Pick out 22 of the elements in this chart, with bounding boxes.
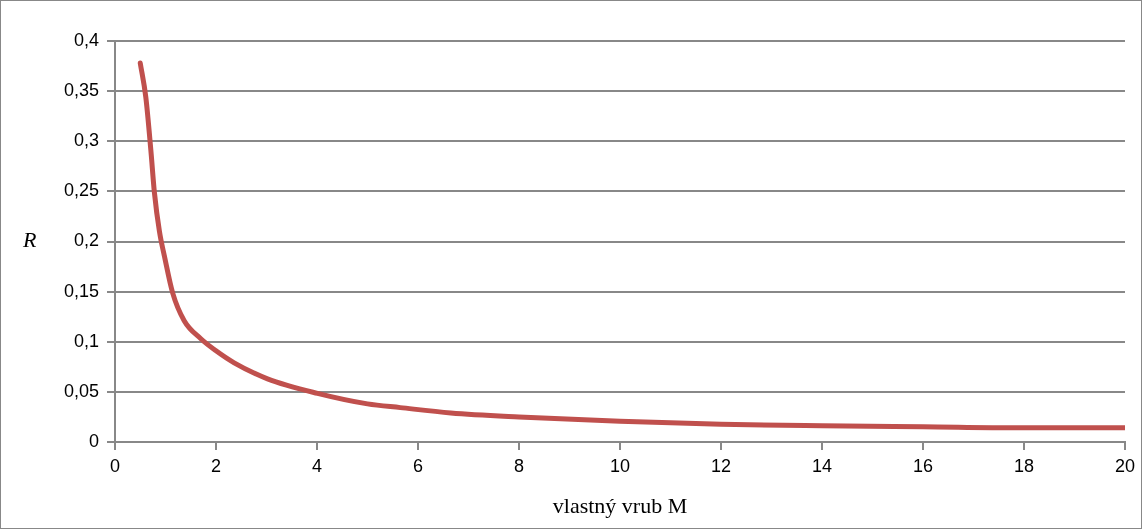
x-tick-label: 18	[1013, 455, 1035, 476]
x-tick-label: 8	[513, 455, 524, 476]
y-tick-label: 0,25	[63, 180, 99, 201]
x-tick-label: 10	[609, 455, 631, 476]
x-tick-label: 14	[811, 455, 833, 476]
x-tick-label: 4	[311, 455, 323, 476]
x-axis-title: vlastný vrub M	[552, 492, 688, 518]
x-tick-label: 16	[912, 455, 934, 476]
x-tick-label: 6	[412, 455, 423, 476]
y-tick-label: 0,05	[63, 380, 99, 401]
y-tick-label: 0	[88, 430, 99, 451]
y-tick-label: 0,15	[63, 280, 99, 301]
x-tick-label: 2	[210, 455, 222, 476]
x-tick-label: 12	[710, 455, 732, 476]
x-tick-label: 20	[1114, 455, 1135, 476]
y-tick-label: 0,4	[73, 29, 99, 50]
y-tick-label: 0,1	[73, 330, 99, 351]
y-tick-label: 0,3	[73, 130, 99, 151]
y-tick-label: 0,2	[73, 230, 99, 251]
x-tick-label: 0	[109, 455, 121, 476]
y-tick-label: 0,35	[63, 80, 99, 101]
y-axis-title: R	[22, 227, 37, 253]
